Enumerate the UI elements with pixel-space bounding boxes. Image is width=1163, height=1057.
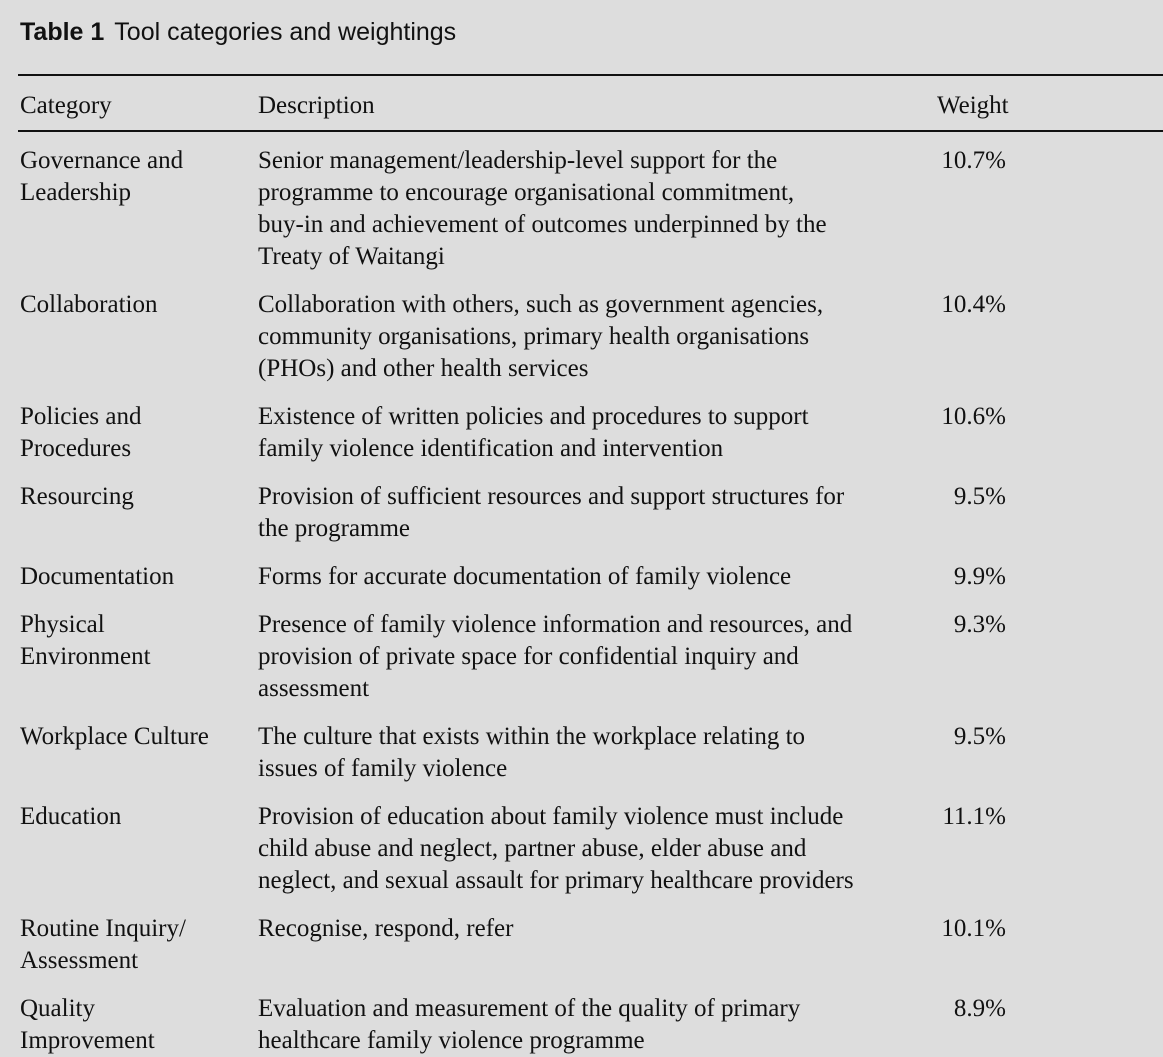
table-label: Table 1: [20, 18, 105, 46]
cell-description: Forms for accurate documentation of fami…: [258, 563, 792, 590]
cell-weight: 11.1%: [942, 803, 1006, 830]
header-category: Category: [20, 92, 112, 119]
cell-weight: 10.7%: [941, 147, 1006, 174]
top-rule: [18, 74, 1163, 76]
cell-category: Collaboration: [20, 291, 158, 318]
cell-weight: 8.9%: [953, 995, 1006, 1022]
cell-weight: 10.1%: [941, 915, 1006, 942]
cell-category: Governance and Leadership: [20, 147, 184, 206]
cell-weight: 10.4%: [941, 291, 1006, 318]
cell-weight: 9.5%: [953, 723, 1006, 750]
cell-description: Provision of education about family viol…: [258, 803, 854, 894]
cell-description: The culture that exists within the workp…: [258, 723, 806, 782]
cell-category: Quality Improvement: [20, 995, 155, 1054]
header-description: Description: [258, 92, 375, 119]
cell-description: Recognise, respond, refer: [258, 915, 514, 942]
cell-weight: 9.5%: [953, 483, 1006, 510]
cell-description: Senior management/leadership-level suppo…: [258, 147, 827, 270]
cell-weight: 9.9%: [953, 563, 1006, 590]
cell-description: Evaluation and measurement of the qualit…: [258, 995, 801, 1054]
cell-description: Collaboration with others, such as gover…: [258, 291, 824, 382]
cell-description: Presence of family violence information …: [258, 611, 853, 702]
table-title: Table 1 Tool categories and weightings: [20, 18, 456, 47]
cell-category: Physical Environment: [20, 611, 151, 670]
header-rule: [18, 130, 1163, 132]
header-weight: Weight: [937, 92, 1009, 119]
cell-weight: 10.6%: [941, 403, 1006, 430]
cell-category: Education: [20, 803, 122, 830]
cell-category: Documentation: [20, 563, 175, 590]
cell-category: Resourcing: [20, 483, 134, 510]
cell-weight: 9.3%: [953, 611, 1006, 638]
cell-category: Routine Inquiry/ Assessment: [20, 915, 186, 974]
cell-description: Provision of sufficient resources and su…: [258, 483, 845, 542]
cell-category: Workplace Culture: [20, 723, 209, 750]
table-caption: Tool categories and weightings: [114, 18, 457, 46]
cell-category: Policies and Procedures: [20, 403, 142, 462]
cell-description: Existence of written policies and proced…: [258, 403, 809, 462]
